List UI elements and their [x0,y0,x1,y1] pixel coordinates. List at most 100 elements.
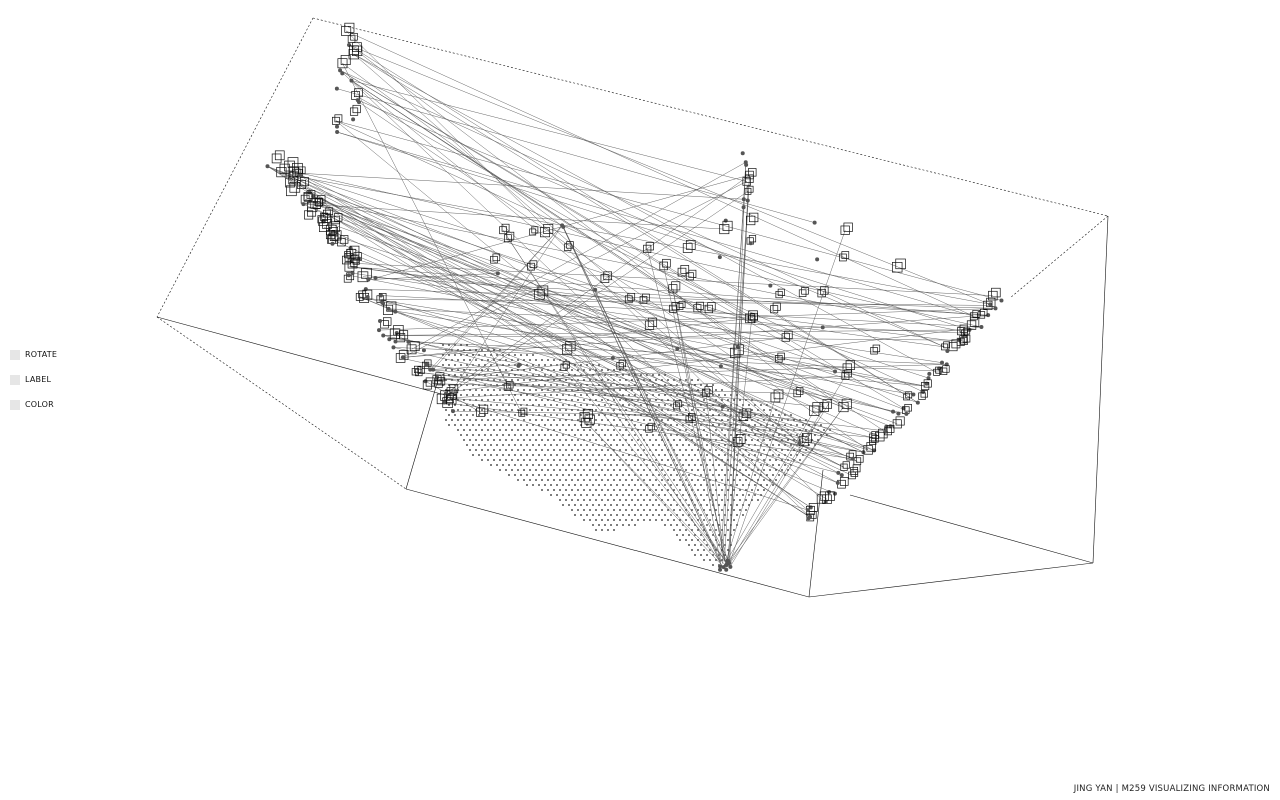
grid-dot [709,459,711,461]
grid-dot [532,374,534,376]
grid-dot [550,424,552,426]
grid-dot [493,399,495,401]
grid-dot [667,519,669,521]
grid-dot [520,394,522,396]
grid-dot [742,514,744,516]
color-label: COLOR [25,400,54,409]
grid-dot [616,444,618,446]
grid-dot [607,409,609,411]
network-link [729,230,846,563]
node-cube [693,301,704,313]
grid-dot [673,519,675,521]
grid-dot [619,519,621,521]
node-cube [442,393,457,408]
grid-dot [790,414,792,416]
node-point [945,349,950,354]
grid-dot [637,489,639,491]
grid-dot [634,434,636,436]
grid-dot [559,439,561,441]
node-point [377,328,382,333]
grid-dot [550,464,552,466]
grid-dot [619,389,621,391]
rotate-checkbox[interactable] [10,350,20,360]
node-point [393,339,398,344]
network-link [436,364,947,380]
grid-dot [655,509,657,511]
network-link [339,70,751,319]
grid-dot [706,554,708,556]
network-link [348,44,825,408]
network-link [430,369,825,408]
color-toggle[interactable]: COLOR [10,399,57,411]
grid-dot [712,414,714,416]
grid-dot [493,389,495,391]
label-toggle[interactable]: LABEL [10,374,57,386]
grid-dot [535,469,537,471]
network-link [448,397,809,511]
network-link [326,213,811,518]
grid-dot [550,364,552,366]
grid-dot [538,484,540,486]
grid-dot [619,509,621,511]
network-link [364,297,907,415]
grid-dot [679,539,681,541]
grid-dot [649,509,651,511]
grid-dot [601,529,603,531]
node-point [717,255,722,260]
network-link [281,171,864,453]
node-cube [286,181,301,197]
grid-dot [556,394,558,396]
node-cube [581,414,595,428]
grid-dot [598,464,600,466]
grid-dot [577,469,579,471]
grid-dot [529,469,531,471]
grid-dot [568,444,570,446]
grid-dot [490,464,492,466]
grid-dot [682,444,684,446]
grid-dot [604,514,606,516]
grid-dot [508,474,510,476]
label-checkbox[interactable] [10,375,20,385]
grid-dot [592,514,594,516]
grid-dot [601,469,603,471]
grid-dot [595,529,597,531]
grid-dot [700,554,702,556]
grid-dot [703,549,705,551]
grid-dot [646,464,648,466]
grid-dot [586,464,588,466]
network-link [294,175,991,305]
grid-dot [559,499,561,501]
grid-dot [562,424,564,426]
grid-dot [541,489,543,491]
color-checkbox[interactable] [10,400,20,410]
grid-dot [445,419,447,421]
grid-dot [589,479,591,481]
grid-dot [592,504,594,506]
grid-dot [673,399,675,401]
grid-dot [601,379,603,381]
node-cube [271,150,285,164]
node-point [378,293,383,298]
grid-dot [664,524,666,526]
node-cube [719,220,733,235]
grid-dot [463,439,465,441]
node-point [741,197,746,202]
grid-dot [505,449,507,451]
grid-dot [655,379,657,381]
grid-dot [535,359,537,361]
grid-dot [544,374,546,376]
grid-dot [523,389,525,391]
node-point [593,287,598,292]
grid-dot [655,439,657,441]
grid-dot [538,474,540,476]
network-link [430,369,839,474]
grid-dot [511,449,513,451]
grid-dot [619,379,621,381]
rotate-toggle[interactable]: ROTATE [10,349,57,361]
grid-dot [712,514,714,516]
grid-dot [598,364,600,366]
grid-dot [631,439,633,441]
grid-dot [769,469,771,471]
grid-dot [559,419,561,421]
